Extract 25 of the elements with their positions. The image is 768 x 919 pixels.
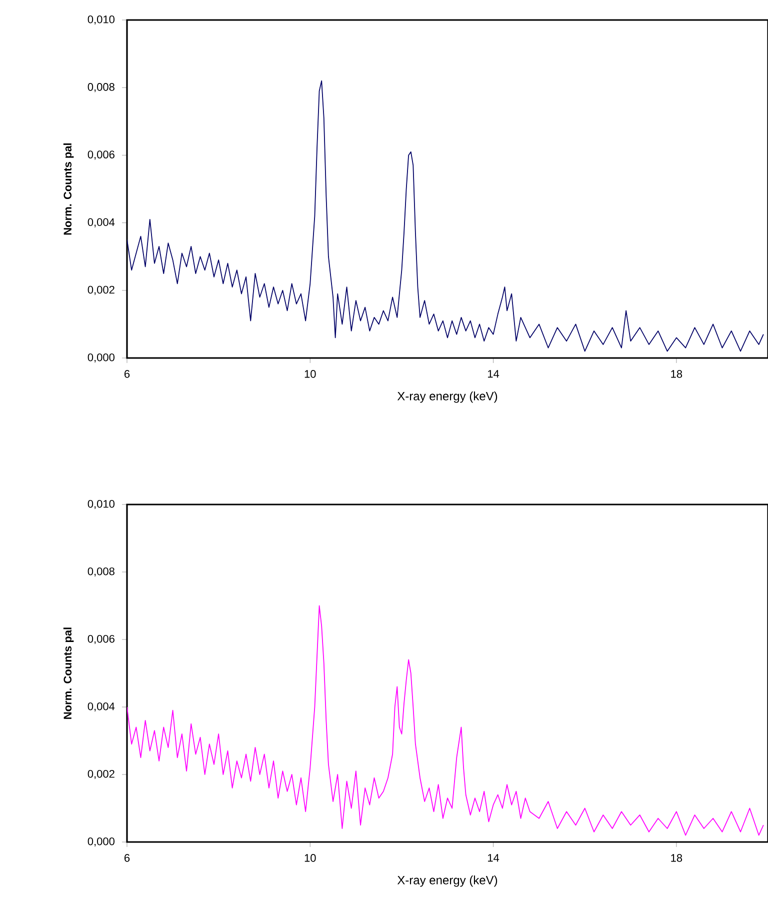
y-tick-label: 0,004 [88, 218, 115, 228]
y-tick-label: 0,010 [88, 15, 114, 25]
y-tick-label: 0,000 [88, 837, 114, 847]
y-tick-label: 0,006 [88, 634, 114, 644]
y-tick-label: 0,004 [88, 702, 115, 712]
x-tick-label: 14 [488, 854, 500, 862]
x-axis-title: X-ray energy (keV) [397, 392, 498, 403]
x-tick-label: 6 [124, 854, 130, 862]
x-tick-label: 14 [488, 370, 500, 378]
x-tick-label: 18 [671, 854, 682, 862]
y-tick-label: 0,010 [88, 500, 114, 510]
x-tick-label: 6 [124, 370, 130, 378]
y-tick-label: 0,002 [88, 770, 114, 780]
line-series [126, 80, 764, 352]
x-tick-label: 10 [304, 370, 316, 378]
y-tick-label: 0,008 [88, 83, 114, 92]
y-tick-label: 0,000 [88, 353, 114, 363]
y-axis-title: Norm. Counts pal [63, 628, 74, 719]
y-axis-title: Norm. Counts pal [63, 143, 74, 235]
x-tick-label: 10 [304, 854, 316, 862]
y-tick-label: 0,002 [88, 286, 114, 295]
y-tick-label: 0,008 [88, 567, 114, 577]
y-tick-label: 0,006 [88, 150, 114, 160]
x-axis-title: X-ray energy (keV) [397, 876, 498, 887]
x-tick-label: 18 [671, 370, 682, 378]
